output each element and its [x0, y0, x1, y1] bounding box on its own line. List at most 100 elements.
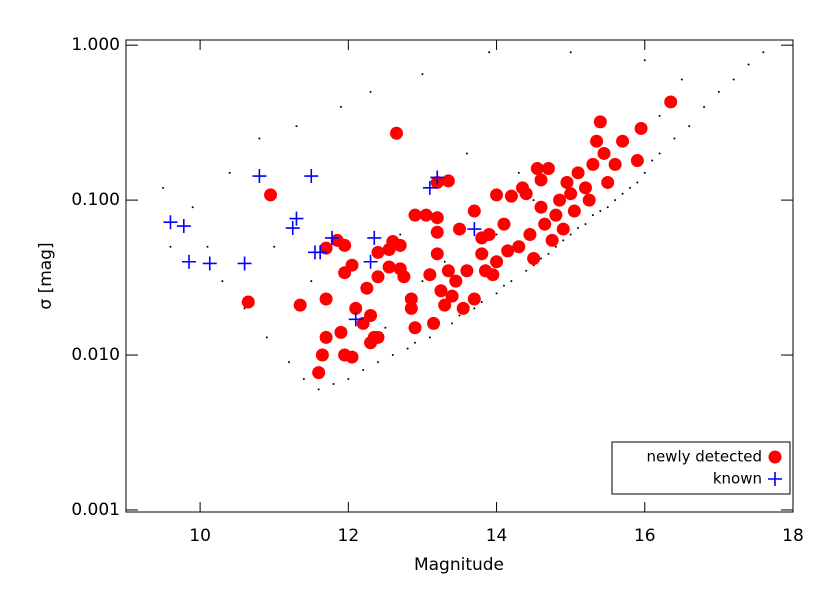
point: [338, 238, 352, 252]
point: [532, 199, 535, 202]
point: [434, 284, 448, 298]
point: [636, 181, 639, 184]
point: [717, 90, 720, 93]
point: [404, 292, 418, 306]
point: [599, 210, 602, 213]
point: [453, 222, 466, 236]
point: [443, 260, 446, 263]
point: [363, 254, 378, 269]
point: [458, 314, 461, 317]
point: [538, 217, 552, 231]
point: [643, 59, 646, 62]
point: [382, 260, 396, 274]
point: [310, 280, 313, 283]
point: [414, 341, 417, 344]
point: [628, 186, 631, 189]
point: [345, 350, 359, 364]
point: [547, 252, 550, 255]
point: [295, 125, 298, 128]
point: [608, 157, 622, 171]
point: [347, 378, 350, 381]
point: [430, 225, 444, 239]
y-tick-label: 0.010: [71, 345, 120, 365]
point: [237, 256, 252, 271]
point: [427, 316, 441, 330]
point: [504, 189, 518, 203]
x-tick-label: 10: [189, 526, 211, 546]
point: [564, 187, 578, 201]
point: [658, 152, 661, 155]
point: [332, 383, 335, 386]
point: [606, 206, 609, 209]
point: [601, 175, 615, 189]
point: [590, 134, 604, 148]
point: [441, 264, 455, 278]
point: [747, 63, 750, 66]
point: [519, 187, 533, 201]
point: [488, 51, 491, 54]
y-tick-label: 1.000: [71, 35, 120, 55]
point: [228, 171, 231, 174]
point: [438, 298, 452, 312]
point: [569, 233, 572, 236]
point: [530, 161, 544, 175]
point: [421, 73, 424, 76]
point: [597, 146, 611, 160]
point: [502, 284, 505, 287]
point: [408, 321, 422, 335]
point: [460, 264, 474, 278]
legend-label: newly detected: [646, 448, 762, 466]
point: [523, 227, 537, 241]
point: [289, 211, 304, 226]
point: [586, 157, 600, 171]
point: [553, 193, 567, 207]
point: [362, 369, 365, 372]
point: [302, 378, 305, 381]
point: [317, 388, 320, 391]
x-tick-label: 18: [782, 526, 804, 546]
point: [258, 137, 261, 140]
point: [541, 161, 555, 175]
point: [371, 245, 385, 259]
point: [369, 90, 372, 93]
point: [456, 301, 470, 315]
point: [319, 330, 333, 344]
point: [549, 208, 563, 222]
legend-box: [611, 441, 791, 495]
point: [273, 245, 276, 248]
point: [293, 298, 307, 312]
point: [577, 227, 580, 230]
point: [616, 134, 630, 148]
point: [475, 247, 489, 261]
point: [428, 336, 431, 339]
point: [345, 258, 359, 272]
point: [399, 233, 402, 236]
point: [360, 281, 374, 295]
legend-marker: [768, 472, 782, 486]
y-axis-label: σ [mag]: [36, 242, 56, 309]
point: [348, 312, 363, 327]
point: [243, 307, 246, 310]
point: [490, 188, 504, 202]
point: [643, 171, 646, 174]
point: [540, 257, 543, 260]
point: [419, 208, 433, 222]
point: [241, 295, 255, 309]
point: [367, 230, 382, 245]
x-axis-label: Magnitude: [414, 555, 504, 575]
point: [473, 307, 476, 310]
point: [313, 245, 328, 260]
point: [315, 348, 329, 362]
point: [621, 192, 624, 195]
point: [384, 326, 387, 329]
point: [191, 206, 194, 209]
point: [334, 325, 348, 339]
point: [449, 274, 463, 288]
point: [571, 166, 585, 180]
point: [501, 244, 515, 258]
legend-label: known: [713, 470, 762, 488]
point: [534, 200, 548, 214]
point: [288, 361, 291, 364]
point: [408, 208, 422, 222]
point: [265, 336, 268, 339]
